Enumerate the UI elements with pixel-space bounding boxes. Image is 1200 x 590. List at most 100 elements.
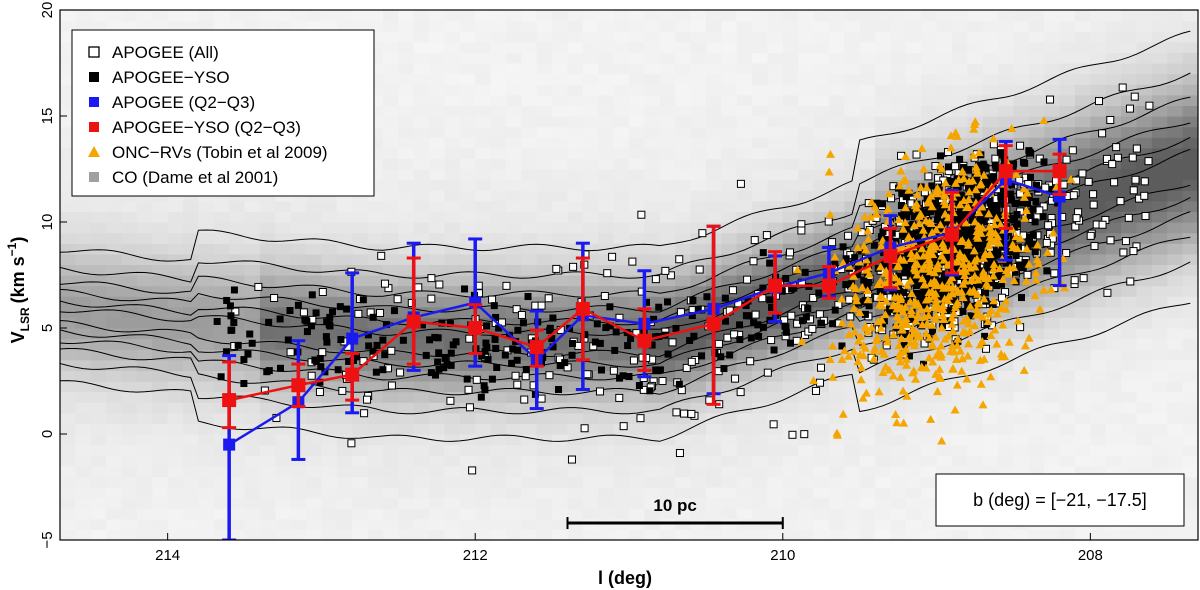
apogee-all-point [299,308,308,317]
co-pixel [613,63,630,75]
co-pixel [644,73,661,85]
co-pixel [413,434,430,446]
co-pixel [1044,105,1061,117]
co-pixel [613,126,630,138]
co-pixel [213,381,230,393]
co-pixel [659,497,676,509]
co-pixel [1136,232,1153,244]
co-pixel [644,444,661,456]
co-pixel [1090,31,1107,43]
co-pixel [152,391,169,403]
apogee-all-point [675,255,684,264]
co-pixel [675,232,692,244]
co-pixel [398,31,415,43]
co-pixel [521,169,538,181]
apogee-all-point [1023,270,1032,279]
co-pixel [536,412,553,424]
apogee-yso-point [493,363,501,371]
co-pixel [936,444,953,456]
co-pixel [1151,63,1168,75]
co-pixel [982,412,999,424]
co-pixel [1028,190,1045,202]
co-pixel [890,423,907,435]
co-pixel [629,147,645,159]
co-pixel [613,412,630,424]
co-pixel [1182,434,1198,446]
co-pixel [798,465,815,477]
co-pixel [321,264,338,276]
co-pixel [1182,370,1198,382]
co-pixel [106,370,123,382]
co-pixel [1182,137,1198,149]
co-pixel [905,10,922,11]
co-pixel [1074,402,1091,414]
co-pixel [1013,147,1030,159]
co-pixel [306,476,323,488]
co-pixel [60,73,76,85]
co-pixel [121,285,138,297]
co-pixel [875,169,892,181]
co-pixel [782,41,799,53]
apogee-all-point [338,386,347,395]
co-pixel [690,116,707,128]
co-pixel [382,73,399,85]
co-pixel [936,349,953,361]
co-pixel [152,222,169,234]
co-pixel [705,116,722,128]
co-pixel [1074,296,1091,308]
co-pixel [429,137,446,149]
co-pixel [1028,63,1045,75]
co-pixel [1105,317,1122,329]
co-pixel [675,508,692,520]
co-pixel [736,84,753,96]
apogee-all-point [1106,236,1115,245]
co-pixel [844,105,861,117]
co-pixel [259,264,276,276]
co-pixel [828,497,845,509]
co-pixel [828,444,845,456]
co-pixel [444,412,461,424]
co-pixel [1090,529,1107,540]
co-pixel [1121,306,1138,318]
co-pixel [828,232,845,244]
co-pixel [259,253,276,265]
co-pixel [690,285,707,297]
co-pixel [459,338,476,350]
co-pixel [629,73,645,85]
co-pixel [121,508,138,520]
co-pixel [505,179,522,191]
co-pixel [60,232,76,244]
co-pixel [582,190,599,202]
co-pixel [675,391,692,403]
co-pixel [951,402,968,414]
co-pixel [1074,41,1091,53]
apogee-all-point [680,409,689,418]
co-pixel [367,296,384,308]
co-pixel [644,20,661,32]
co-pixel [767,94,784,106]
co-pixel [198,10,215,11]
apogee-all-point [786,248,795,257]
co-pixel [1090,444,1107,456]
co-pixel [752,381,769,393]
co-pixel [567,105,584,117]
co-pixel [752,147,769,159]
co-pixel [859,63,876,75]
co-pixel [1028,31,1045,43]
co-pixel [459,137,476,149]
co-pixel [552,285,569,297]
co-pixel [1074,434,1091,446]
co-pixel [828,10,845,22]
co-pixel [1074,105,1091,117]
co-pixel [1121,126,1138,138]
co-pixel [998,434,1015,446]
co-pixel [321,444,338,456]
co-pixel [336,455,353,467]
co-pixel [1151,105,1168,117]
co-pixel [582,381,599,393]
co-pixel [167,359,184,371]
co-pixel [782,94,799,106]
apogee-yso-point [230,318,238,326]
co-pixel [321,370,338,382]
co-pixel [1167,264,1184,276]
